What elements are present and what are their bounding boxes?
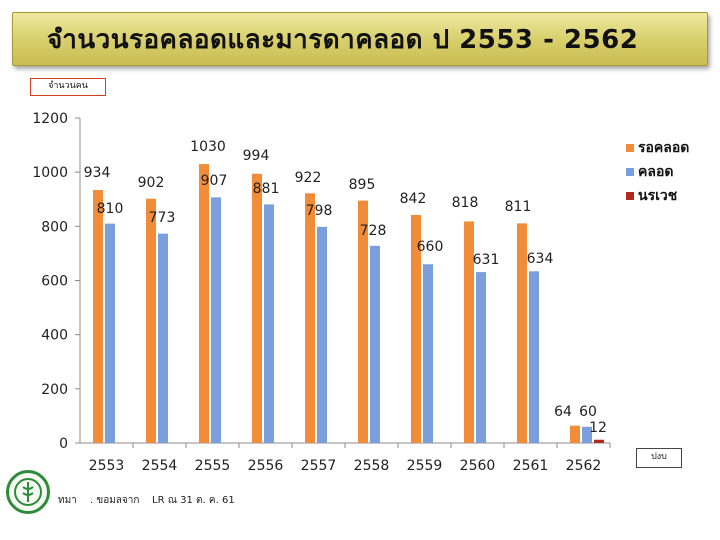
bar-2-2561 <box>529 271 539 443</box>
data-label-1-2554: 902 <box>138 175 165 191</box>
bar-1-2554 <box>146 198 156 443</box>
legend-label-1: รอคลอด <box>638 140 689 156</box>
bar-2-2554 <box>158 233 168 443</box>
data-label-1-2559: 842 <box>400 191 427 207</box>
data-label-2-2556: 881 <box>253 181 280 197</box>
data-label-2-2559: 660 <box>417 239 444 255</box>
x-tick-label: 2560 <box>460 458 496 474</box>
data-label-1-2556: 994 <box>243 148 270 164</box>
bar-1-2561 <box>517 223 527 443</box>
title-bar: จำนวนรอคลอดและมารดาคลอด ป 2553 - 2562 <box>12 12 708 66</box>
y-tick-label: 800 <box>41 219 68 235</box>
data-label-1-2562: 64 <box>554 404 572 420</box>
bar-2-2553 <box>105 223 115 443</box>
data-label-3-2562: 12 <box>589 420 607 436</box>
data-label-1-2557: 922 <box>295 170 322 186</box>
x-tick-label: 2558 <box>354 458 390 474</box>
bar-1-2560 <box>464 221 474 443</box>
data-label-1-2555: 1030 <box>190 139 226 155</box>
footer-source-date: LR ณ 31 ต. ค. 61 <box>152 495 235 506</box>
y-tick-label: 200 <box>41 382 68 398</box>
y-tick-label: 1200 <box>32 111 68 127</box>
chart-title: จำนวนรอคลอดและมารดาคลอด ป 2553 - 2562 <box>47 24 639 55</box>
data-label-2-2561: 634 <box>527 251 554 267</box>
bar-1-2555 <box>199 164 209 443</box>
data-label-2-2554: 773 <box>149 210 176 226</box>
x-axis-unit-label: ปงบ <box>636 448 682 468</box>
x-tick-label: 2553 <box>89 458 125 474</box>
legend-swatch-2 <box>626 168 634 176</box>
data-label-2-2555: 907 <box>201 173 228 189</box>
bar-2-2556 <box>264 204 274 443</box>
data-label-2-2557: 798 <box>306 203 333 219</box>
legend-swatch-1 <box>626 144 634 152</box>
x-tick-label: 2559 <box>407 458 443 474</box>
bar-2-2560 <box>476 272 486 443</box>
bar-1-2562 <box>570 425 580 443</box>
data-label-1-2560: 818 <box>452 195 479 211</box>
data-label-2-2560: 631 <box>473 252 500 268</box>
bar-1-2556 <box>252 173 262 443</box>
bar-1-2553 <box>93 190 103 443</box>
y-axis-unit-label: จำนวนคน <box>30 78 106 96</box>
bar-1-2557 <box>305 193 315 443</box>
data-label-2-2558: 728 <box>360 223 387 239</box>
legend-label-2: คลอด <box>638 164 673 180</box>
bar-2-2558 <box>370 245 380 443</box>
y-tick-label: 0 <box>59 436 68 452</box>
x-tick-label: 2562 <box>566 458 602 474</box>
data-label-1-2558: 895 <box>349 177 376 193</box>
data-label-2-2562: 60 <box>579 404 597 420</box>
ministry-logo-icon <box>6 470 50 514</box>
footer-source-prefix: ทมา <box>58 495 77 506</box>
data-label-2-2553: 810 <box>97 201 124 217</box>
y-tick-label: 1000 <box>32 165 68 181</box>
footer-source-text: . ขอมลจาก <box>90 495 140 506</box>
x-tick-label: 2555 <box>195 458 231 474</box>
legend-swatch-3 <box>626 192 634 200</box>
x-tick-label: 2556 <box>248 458 284 474</box>
data-label-1-2561: 811 <box>505 199 532 215</box>
x-tick-label: 2554 <box>142 458 178 474</box>
x-tick-label: 2561 <box>513 458 549 474</box>
bar-2-2557 <box>317 226 327 443</box>
bar-2-2562 <box>582 426 592 443</box>
data-label-1-2553: 934 <box>84 165 111 181</box>
bar-3-2562 <box>594 439 604 443</box>
bar-1-2559 <box>411 214 421 443</box>
x-tick-label: 2557 <box>301 458 337 474</box>
y-tick-label: 600 <box>41 274 68 290</box>
bar-1-2558 <box>358 200 368 443</box>
legend-label-3: นรเวช <box>638 188 678 204</box>
bar-2-2559 <box>423 264 433 443</box>
y-tick-label: 400 <box>41 328 68 344</box>
bar-2-2555 <box>211 197 221 443</box>
